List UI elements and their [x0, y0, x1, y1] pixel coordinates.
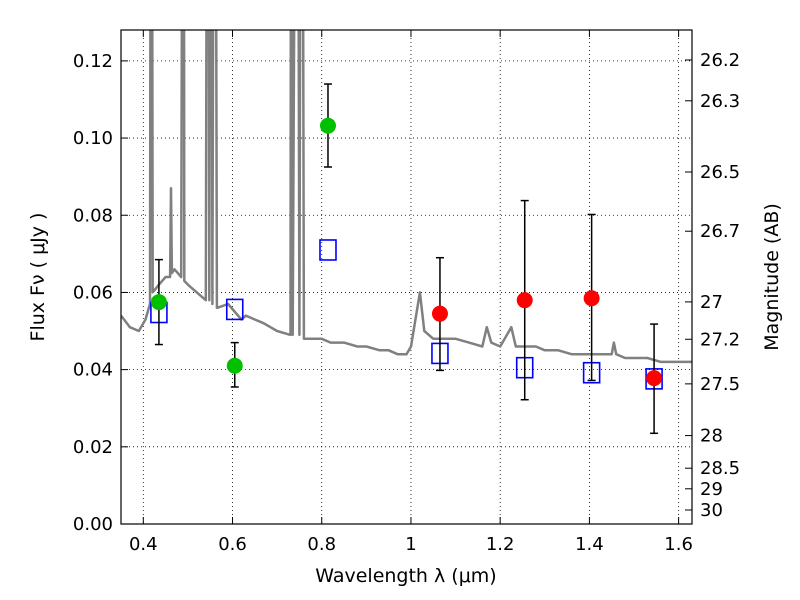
x-tick-label: 1.2 — [486, 534, 515, 555]
mag-tick-label: 26.3 — [700, 91, 740, 112]
axis-ticks — [121, 30, 692, 525]
model-square-marker — [225, 298, 244, 321]
model-spectrum-line — [121, 30, 692, 364]
mag-tick-label: 27.2 — [700, 329, 740, 350]
x-tick-label: 1.4 — [575, 534, 604, 555]
y-tick-label: 0.02 — [73, 437, 113, 458]
mag-tick-label: 29 — [700, 479, 723, 500]
x-tick-label: 0.8 — [307, 534, 336, 555]
mag-tick-label: 28 — [700, 426, 723, 447]
right-axis-label: Magnitude (AB) — [761, 203, 783, 351]
y-tick-label: 0.06 — [73, 282, 113, 303]
y-axis-label: Flux Fν ( μJy ) — [27, 213, 49, 342]
x-tick-label: 1 — [405, 534, 416, 555]
mag-tick-label: 30 — [700, 500, 723, 521]
mag-tick-label: 28.5 — [700, 458, 740, 479]
photometry-point — [646, 370, 663, 387]
y-tick-label: 0.10 — [73, 128, 113, 149]
photometry-point — [583, 290, 600, 307]
mag-tick-label: 27.5 — [700, 374, 740, 395]
x-tick-label: 0.6 — [218, 534, 247, 555]
x-axis-label: Wavelength λ (μm) — [315, 565, 496, 587]
photometry-point — [226, 357, 243, 374]
data-layer — [121, 30, 692, 435]
model-square-marker — [319, 239, 337, 261]
x-tick-label: 1.6 — [664, 534, 693, 555]
photometry-point — [516, 292, 533, 309]
mag-tick-label: 26.7 — [700, 221, 740, 242]
photometry-point — [319, 117, 336, 134]
photometry-point — [431, 305, 448, 322]
y-tick-label: 0.04 — [73, 360, 113, 381]
y-tick-label: 0.00 — [73, 514, 113, 535]
mag-tick-label: 27 — [700, 292, 723, 313]
mag-tick-label: 26.2 — [700, 50, 740, 71]
y-tick-label: 0.08 — [73, 205, 113, 226]
y-tick-label: 0.12 — [73, 51, 113, 72]
x-tick-label: 0.4 — [129, 534, 158, 555]
plot-frame — [120, 29, 693, 525]
mag-tick-label: 26.5 — [700, 162, 740, 183]
axis-tick-labels: 0.4 0.6 0.8 1 1.2 1.4 1.6 0.00 0.02 0.04 0.06 0.08 0… — [73, 50, 740, 555]
photometry-point — [150, 294, 167, 311]
